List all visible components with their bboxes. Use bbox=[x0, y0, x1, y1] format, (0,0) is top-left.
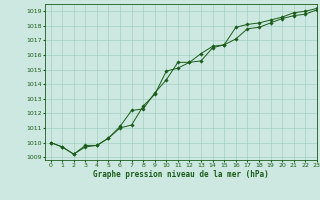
X-axis label: Graphe pression niveau de la mer (hPa): Graphe pression niveau de la mer (hPa) bbox=[93, 170, 269, 179]
